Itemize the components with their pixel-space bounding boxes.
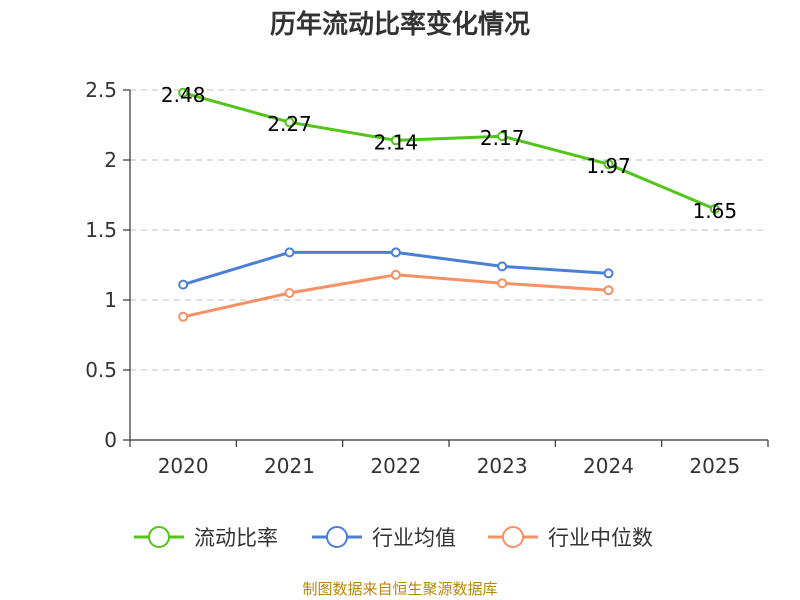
data-point-0 [178, 87, 189, 98]
data-point-2 [390, 269, 401, 280]
data-label: 2.27 [267, 112, 312, 136]
legend-label-0: 流动比率 [194, 526, 278, 550]
data-label: 1.97 [586, 154, 631, 178]
data-point-0 [390, 135, 401, 146]
y-tick-label: 1 [104, 288, 117, 312]
legend-marker-0 [148, 526, 170, 548]
legend-label-1: 行业均值 [372, 526, 456, 550]
data-point-1 [603, 268, 614, 279]
legend-marker-1 [326, 526, 348, 548]
y-tick-label: 1.5 [85, 218, 117, 242]
x-tick-label: 2022 [370, 454, 421, 478]
source-footer: 制图数据来自恒生聚源数据库 [302, 580, 498, 598]
data-label: 2.17 [480, 126, 525, 150]
chart-title: 历年流动比率变化情况 [269, 10, 530, 40]
data-point-0 [603, 159, 614, 170]
data-point-2 [603, 285, 614, 296]
data-point-1 [284, 247, 295, 258]
axes: 0 0.5 1 1.5 2 2.5 2020 2021 2022 2023 2024 2025 [85, 78, 769, 478]
data-point-0 [709, 204, 720, 214]
data-point-1 [497, 261, 508, 272]
data-label: 2.14 [374, 130, 419, 154]
x-tick-label: 2021 [264, 454, 315, 478]
series-line-0 [182, 91, 716, 211]
x-tick-label: 2024 [583, 454, 634, 478]
data-point-0 [284, 117, 295, 128]
x-tick-label: 2020 [158, 454, 209, 478]
data-label: 1.65 [693, 199, 738, 223]
y-tick-label: 0 [104, 428, 117, 452]
data-labels: 2.48 2.27 2.14 2.17 1.97 1.65 [161, 83, 737, 223]
data-label: 2.48 [161, 83, 206, 107]
grid-lines [130, 89, 768, 371]
data-point-1 [178, 279, 189, 290]
legend: 流动比率 行业均值 行业中位数 [134, 526, 653, 550]
y-tick-label: 0.5 [85, 358, 117, 382]
x-tick-label: 2023 [477, 454, 528, 478]
legend-marker-2 [502, 526, 524, 548]
legend-label-2: 行业中位数 [548, 526, 653, 550]
x-tick-label: 2025 [689, 454, 740, 478]
data-point-0 [497, 131, 508, 142]
series-lines [178, 87, 720, 322]
data-point-2 [284, 288, 295, 298]
y-tick-label: 2.5 [85, 78, 117, 102]
data-point-2 [497, 278, 508, 289]
data-point-1 [390, 247, 401, 258]
data-point-2 [178, 311, 189, 322]
series-line-2 [182, 273, 609, 319]
y-tick-label: 2 [104, 148, 117, 172]
